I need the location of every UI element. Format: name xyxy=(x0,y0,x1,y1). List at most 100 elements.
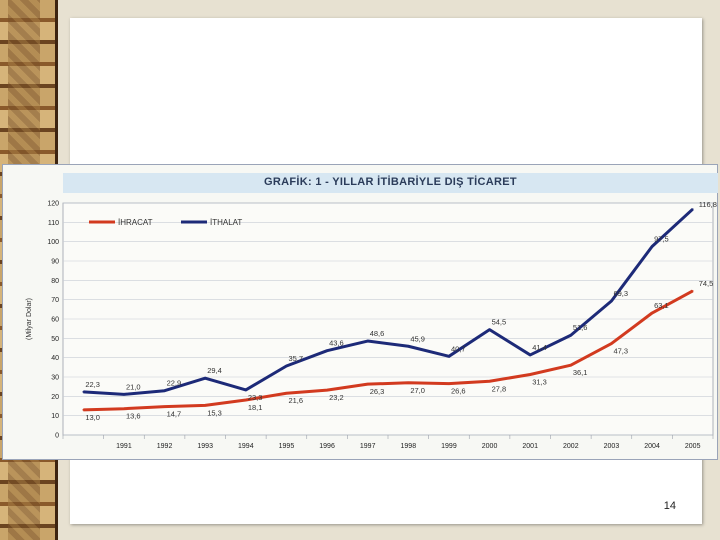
y-tick-label: 90 xyxy=(51,259,59,266)
data-label: 116,8 xyxy=(699,200,717,209)
data-label: 27,0 xyxy=(410,386,425,395)
data-point xyxy=(163,389,166,392)
data-label: 43,6 xyxy=(329,339,344,348)
y-tick-label: 0 xyxy=(55,433,59,440)
x-tick-label: 1998 xyxy=(401,443,417,450)
x-tick-label: 1997 xyxy=(360,443,376,450)
data-point xyxy=(204,377,207,380)
data-point xyxy=(326,389,328,392)
data-label: 26,6 xyxy=(451,387,466,396)
data-point xyxy=(123,393,125,396)
data-point xyxy=(488,328,491,331)
y-tick-label: 30 xyxy=(51,375,59,382)
data-point xyxy=(326,349,328,352)
data-point xyxy=(610,342,613,345)
data-point xyxy=(651,312,653,314)
line-chart: 0 10 20 30 40 50 60 70 80 90 100 110 120 (Milyar Dola… xyxy=(26,200,717,450)
data-point xyxy=(123,407,125,410)
y-tick-label: 100 xyxy=(47,239,59,246)
data-label: 21,6 xyxy=(288,396,303,405)
y-tick-label: 50 xyxy=(51,336,59,343)
data-point xyxy=(82,408,85,411)
data-label: 36,1 xyxy=(573,368,588,377)
data-label: 21,0 xyxy=(126,382,141,391)
data-point xyxy=(691,208,694,211)
x-tick-label: 1991 xyxy=(116,443,132,450)
data-label: 14,7 xyxy=(167,410,182,419)
y-tick-label: 40 xyxy=(51,355,59,362)
x-tick-label: 2003 xyxy=(604,443,620,450)
data-point xyxy=(244,399,247,401)
data-point xyxy=(407,381,410,384)
y-tick-label: 70 xyxy=(51,297,59,304)
data-point xyxy=(285,392,288,395)
y-tick-label: 60 xyxy=(51,317,59,324)
data-point xyxy=(569,334,572,337)
data-point xyxy=(366,383,369,386)
data-label: 41,4 xyxy=(532,343,547,352)
chart-title-bar: GRAFİK: 1 - YILLAR İTİBARİYLE DIŞ TİCARE… xyxy=(63,173,718,193)
data-point xyxy=(448,355,450,358)
x-tick-label: 1996 xyxy=(319,443,335,450)
data-label: 22,3 xyxy=(85,380,100,389)
data-label: 51,6 xyxy=(573,323,588,332)
data-point xyxy=(204,404,207,407)
data-point xyxy=(610,300,613,302)
x-tick-label: 1994 xyxy=(238,443,254,450)
x-tick-label: 2001 xyxy=(522,443,538,450)
data-label: 15,3 xyxy=(207,408,222,417)
y-tick-label: 110 xyxy=(48,220,59,227)
data-label: 47,3 xyxy=(613,347,628,356)
data-label: 54,5 xyxy=(492,318,507,327)
data-label: 40,7 xyxy=(451,344,466,353)
data-point xyxy=(488,380,491,383)
data-label: 74,5 xyxy=(699,279,714,288)
data-point xyxy=(691,290,694,292)
x-tick-label: 2000 xyxy=(482,443,498,450)
data-point xyxy=(569,364,572,367)
x-tick-label: 1992 xyxy=(157,443,173,450)
page-number: 14 xyxy=(663,500,676,512)
data-label: 69,3 xyxy=(613,289,628,298)
data-label: 29,4 xyxy=(207,366,222,375)
data-label: 48,6 xyxy=(370,329,385,338)
data-point xyxy=(448,382,450,385)
legend-label: İHRACAT xyxy=(118,218,153,227)
data-label: 23,3 xyxy=(248,393,263,402)
x-tick-label: 1999 xyxy=(441,443,457,450)
y-axis-label: (Milyar Dolar) xyxy=(26,298,33,340)
x-tick-label: 2004 xyxy=(644,443,660,450)
data-point xyxy=(285,365,288,367)
y-tick-label: 10 xyxy=(51,413,59,420)
data-point xyxy=(163,405,166,408)
data-point xyxy=(529,373,532,376)
data-label: 63,1 xyxy=(654,301,669,310)
x-tick-label: 2002 xyxy=(563,443,579,450)
data-point xyxy=(651,245,653,248)
data-label: 23,2 xyxy=(329,393,344,402)
series-line-ithalat xyxy=(83,208,694,396)
data-label: 35,7 xyxy=(288,354,303,363)
data-label: 27,8 xyxy=(492,384,507,393)
x-tick-label: 1995 xyxy=(279,443,295,450)
data-point xyxy=(407,345,410,348)
data-label: 97,5 xyxy=(654,235,669,244)
y-tick-label: 120 xyxy=(47,201,59,208)
data-label: 22,9 xyxy=(167,379,182,388)
chart-panel: GRAFİK: 1 - YILLAR İTİBARİYLE DIŞ TİCARE… xyxy=(2,164,718,460)
x-tick-label: 1993 xyxy=(197,443,213,450)
data-label: 31,3 xyxy=(532,377,547,386)
series-line-ihracat xyxy=(83,289,694,412)
data-label: 13,0 xyxy=(85,413,100,422)
data-point xyxy=(82,390,85,393)
data-point xyxy=(529,354,532,356)
y-tick-label: 80 xyxy=(51,278,59,285)
data-label: 26,3 xyxy=(370,387,385,396)
data-label: 13,6 xyxy=(126,412,141,421)
x-tick-label: 2005 xyxy=(685,443,701,450)
y-tick-label: 20 xyxy=(51,394,59,401)
data-label: 18,1 xyxy=(248,403,263,412)
data-point xyxy=(244,389,247,391)
data-point xyxy=(366,340,369,342)
legend-label: İTHALAT xyxy=(210,218,242,227)
